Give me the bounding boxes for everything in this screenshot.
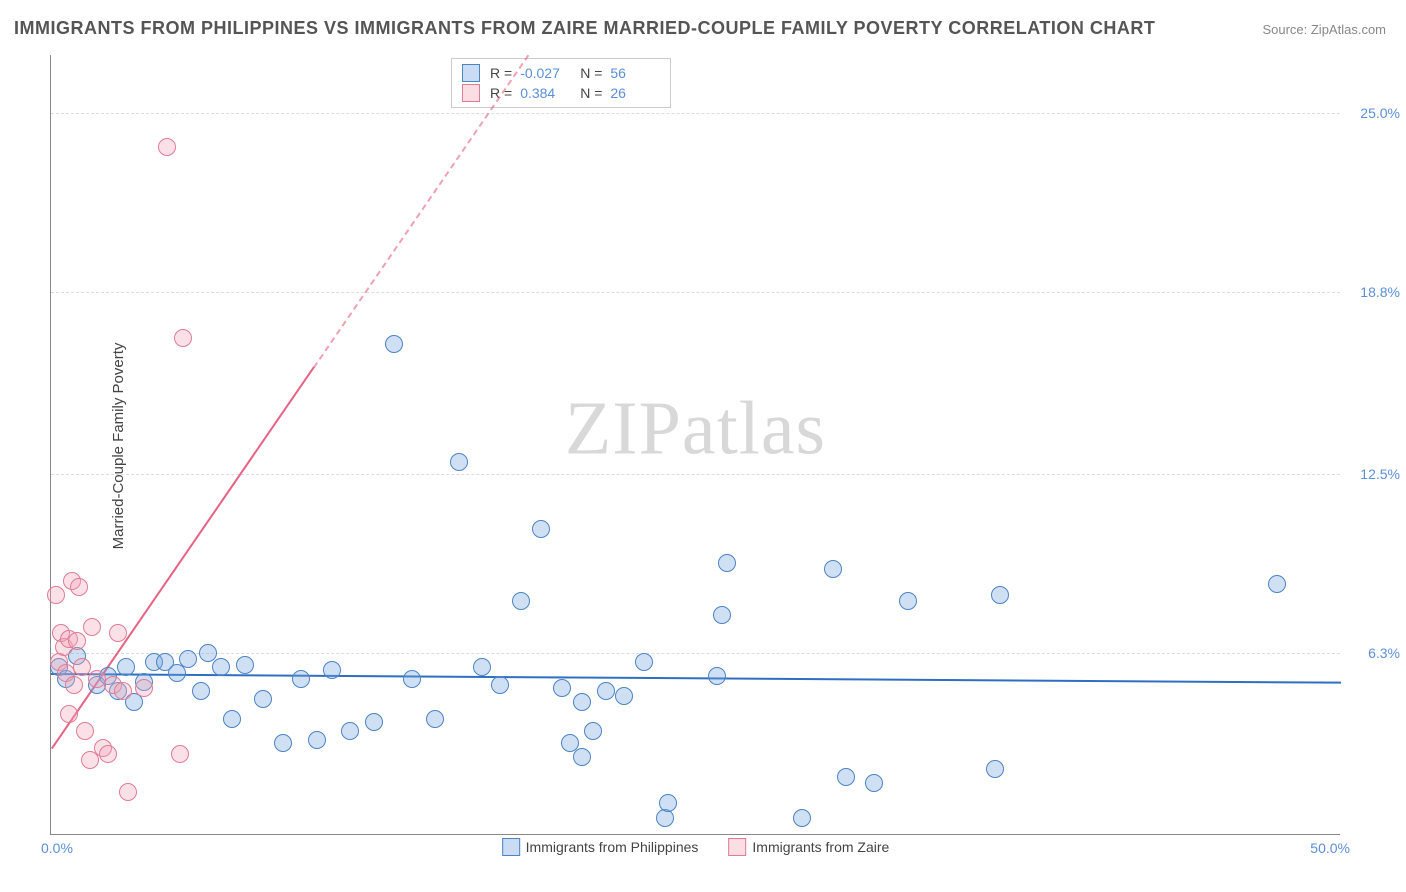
data-point [597,682,615,700]
bottom-legend: Immigrants from Philippines Immigrants f… [502,838,890,856]
data-point [323,661,341,679]
grid-line [51,113,1340,114]
data-point [713,606,731,624]
legend-row-zaire: R = 0.384 N = 26 [462,83,660,103]
legend-item-philippines: Immigrants from Philippines [502,838,699,856]
y-tick-label: 25.0% [1345,105,1400,121]
data-point [584,722,602,740]
swatch-zaire [462,84,480,102]
data-point [223,710,241,728]
legend-item-zaire: Immigrants from Zaire [728,838,889,856]
data-point [718,554,736,572]
correlation-legend: R = -0.027 N = 56 R = 0.384 N = 26 [451,58,671,108]
n-value-zaire: 26 [610,85,660,101]
data-point [659,794,677,812]
grid-line [51,292,1340,293]
data-point [179,650,197,668]
data-point [491,676,509,694]
data-point [119,783,137,801]
data-point [171,745,189,763]
data-point [385,335,403,353]
data-point [135,679,153,697]
data-point [341,722,359,740]
trend-line [51,367,315,749]
r-value-zaire: 0.384 [520,85,570,101]
data-point [365,713,383,731]
data-point [199,644,217,662]
data-point [473,658,491,676]
data-point [865,774,883,792]
data-point [450,453,468,471]
data-point [991,586,1009,604]
data-point [114,682,132,700]
data-point [615,687,633,705]
swatch-zaire [728,838,746,856]
series-name-philippines: Immigrants from Philippines [526,839,699,855]
y-tick-label: 12.5% [1345,466,1400,482]
y-tick-label: 18.8% [1345,284,1400,300]
data-point [553,679,571,697]
data-point [573,748,591,766]
data-point [76,722,94,740]
data-point [60,705,78,723]
data-point [837,768,855,786]
data-point [73,658,91,676]
data-point [158,138,176,156]
data-point [708,667,726,685]
x-axis-max-label: 50.0% [1310,840,1350,856]
n-label: N = [580,85,602,101]
data-point [117,658,135,676]
watermark-text: ZIPatlas [565,385,826,472]
n-value-philippines: 56 [610,65,660,81]
data-point [899,592,917,610]
data-point [403,670,421,688]
swatch-philippines [502,838,520,856]
r-value-philippines: -0.027 [520,65,570,81]
grid-line [51,653,1340,654]
chart-plot-area: ZIPatlas R = -0.027 N = 56 R = 0.384 N =… [50,55,1340,835]
data-point [254,690,272,708]
grid-line [51,474,1340,475]
y-tick-label: 6.3% [1345,645,1400,661]
trend-line [51,673,1341,684]
data-point [65,676,83,694]
trend-line-extrapolated [313,55,529,368]
data-point [109,624,127,642]
r-label: R = [490,65,512,81]
data-point [561,734,579,752]
data-point [192,682,210,700]
data-point [1268,575,1286,593]
legend-row-philippines: R = -0.027 N = 56 [462,63,660,83]
data-point [986,760,1004,778]
swatch-philippines [462,64,480,82]
data-point [174,329,192,347]
data-point [426,710,444,728]
n-label: N = [580,65,602,81]
data-point [532,520,550,538]
data-point [83,618,101,636]
data-point [47,586,65,604]
data-point [512,592,530,610]
data-point [236,656,254,674]
data-point [292,670,310,688]
data-point [824,560,842,578]
chart-title: IMMIGRANTS FROM PHILIPPINES VS IMMIGRANT… [14,18,1155,39]
series-name-zaire: Immigrants from Zaire [752,839,889,855]
x-axis-min-label: 0.0% [41,840,73,856]
data-point [68,632,86,650]
data-point [793,809,811,827]
source-attribution: Source: ZipAtlas.com [1262,22,1386,37]
data-point [99,745,117,763]
data-point [635,653,653,671]
data-point [573,693,591,711]
data-point [212,658,230,676]
data-point [274,734,292,752]
data-point [308,731,326,749]
data-point [70,578,88,596]
